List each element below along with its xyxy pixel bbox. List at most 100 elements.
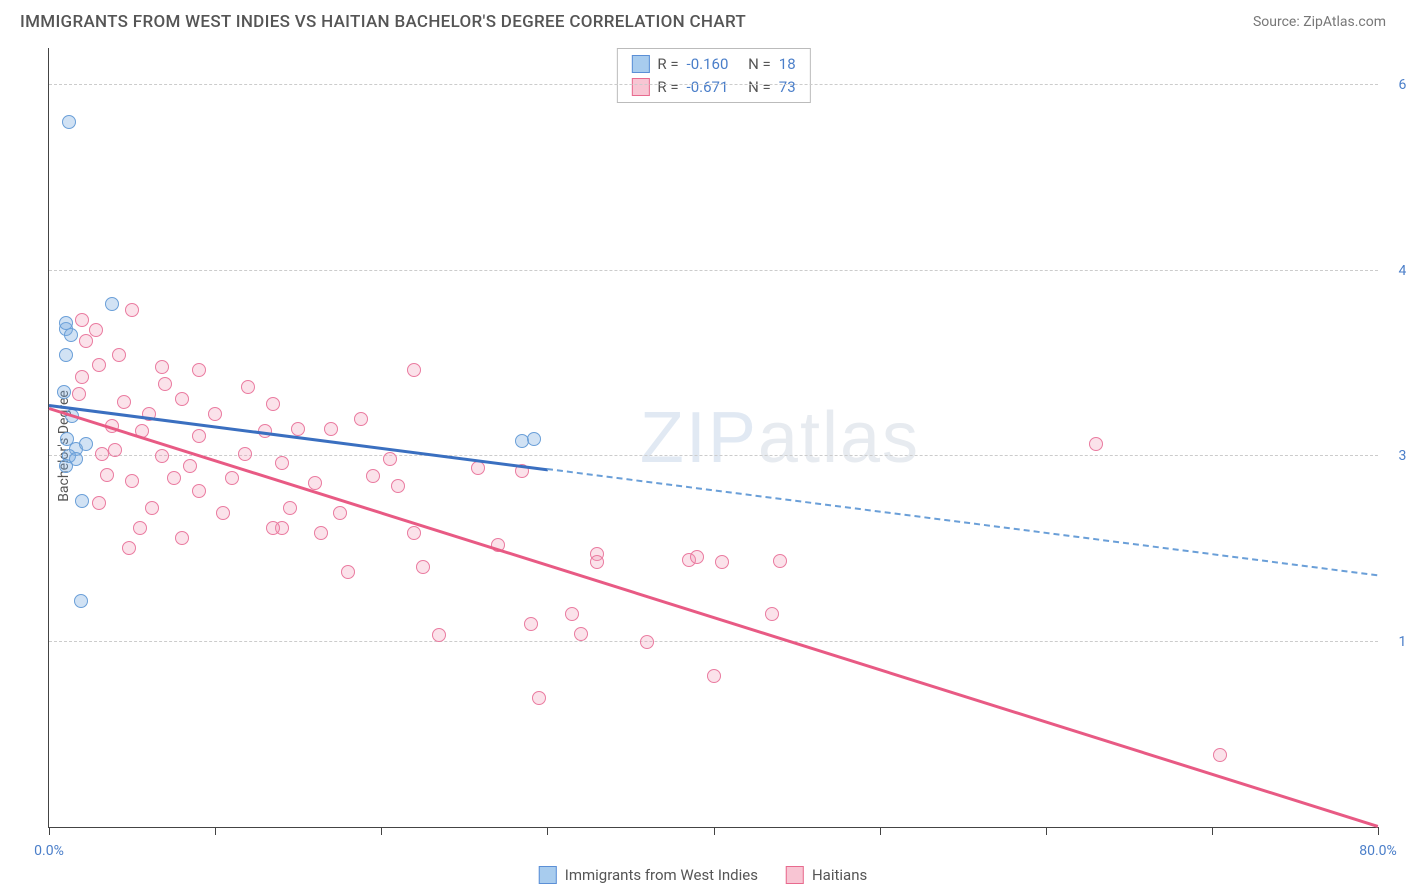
scatter-point: [59, 348, 73, 362]
scatter-point: [75, 370, 89, 384]
scatter-point: [216, 506, 230, 520]
scatter-point: [416, 560, 430, 574]
scatter-point: [112, 348, 126, 362]
scatter-point: [532, 691, 546, 705]
stats-row: R = -0.671 N = 73: [631, 76, 795, 99]
n-value: 73: [779, 76, 796, 99]
scatter-point: [60, 432, 74, 446]
scatter-point: [471, 461, 485, 475]
legend-label: Haitians: [812, 866, 867, 884]
chart-header: IMMIGRANTS FROM WEST INDIES VS HAITIAN B…: [0, 0, 1406, 40]
scatter-point: [75, 313, 89, 327]
scatter-point: [690, 550, 704, 564]
y-tick-label: 15.0%: [1382, 634, 1406, 650]
scatter-point: [407, 526, 421, 540]
scatter-point: [92, 496, 106, 510]
scatter-point: [391, 479, 405, 493]
scatter-point: [72, 387, 86, 401]
scatter-point: [333, 506, 347, 520]
scatter-point: [275, 456, 289, 470]
legend-item: Immigrants from West Indies: [539, 866, 758, 884]
x-axis-min-label: 0.0%: [34, 843, 64, 859]
scatter-point: [238, 447, 252, 461]
chart-source: Source: ZipAtlas.com: [1253, 14, 1386, 30]
scatter-point: [1213, 748, 1227, 762]
x-tick: [1378, 827, 1379, 835]
regression-line: [49, 404, 548, 471]
r-value: -0.160: [687, 53, 729, 76]
x-tick: [215, 827, 216, 835]
scatter-point: [773, 554, 787, 568]
scatter-point: [75, 494, 89, 508]
scatter-point: [155, 449, 169, 463]
scatter-point: [108, 443, 122, 457]
scatter-point: [125, 303, 139, 317]
chart-plot-area: ZIPatlas R = -0.160 N = 18 R = -0.671 N …: [48, 48, 1378, 828]
scatter-point: [524, 617, 538, 631]
scatter-point: [92, 358, 106, 372]
bottom-legend: Immigrants from West Indies Haitians: [539, 866, 867, 884]
scatter-point: [155, 360, 169, 374]
scatter-point: [167, 471, 181, 485]
scatter-point: [192, 484, 206, 498]
scatter-point: [59, 316, 73, 330]
scatter-point: [590, 555, 604, 569]
x-tick: [1212, 827, 1213, 835]
watermark: ZIPatlas: [640, 397, 920, 479]
swatch-pink: [786, 866, 804, 884]
scatter-point: [79, 437, 93, 451]
scatter-point: [117, 395, 131, 409]
scatter-point: [59, 459, 73, 473]
scatter-point: [89, 323, 103, 337]
scatter-point: [266, 521, 280, 535]
scatter-point: [283, 501, 297, 515]
scatter-point: [354, 412, 368, 426]
scatter-point: [765, 607, 779, 621]
regression-line: [547, 468, 1378, 576]
chart-title: IMMIGRANTS FROM WEST INDIES VS HAITIAN B…: [20, 12, 746, 32]
scatter-point: [407, 363, 421, 377]
scatter-point: [175, 531, 189, 545]
scatter-point: [62, 115, 76, 129]
scatter-point: [57, 385, 71, 399]
gridline: [49, 641, 1378, 642]
x-tick: [547, 827, 548, 835]
x-tick: [880, 827, 881, 835]
gridline: [49, 270, 1378, 271]
scatter-point: [565, 607, 579, 621]
x-axis-max-label: 80.0%: [1359, 843, 1397, 859]
scatter-point: [266, 397, 280, 411]
swatch-pink: [631, 78, 649, 96]
scatter-point: [383, 452, 397, 466]
scatter-point: [95, 447, 109, 461]
watermark-thin: atlas: [758, 398, 920, 478]
watermark-bold: ZIP: [640, 398, 758, 478]
scatter-point: [64, 328, 78, 342]
scatter-point: [208, 407, 222, 421]
x-tick: [381, 827, 382, 835]
scatter-point: [145, 501, 159, 515]
scatter-point: [432, 628, 446, 642]
y-tick-label: 45.0%: [1382, 263, 1406, 279]
swatch-blue: [539, 866, 557, 884]
scatter-point: [640, 635, 654, 649]
swatch-blue: [631, 55, 649, 73]
x-tick: [714, 827, 715, 835]
r-label: R =: [657, 53, 678, 76]
scatter-point: [291, 422, 305, 436]
y-tick-label: 60.0%: [1382, 77, 1406, 93]
n-label: N =: [748, 53, 771, 76]
correlation-stats-box: R = -0.160 N = 18 R = -0.671 N = 73: [616, 48, 810, 103]
scatter-point: [574, 627, 588, 641]
scatter-point: [527, 432, 541, 446]
scatter-point: [324, 422, 338, 436]
legend-label: Immigrants from West Indies: [565, 866, 758, 884]
scatter-point: [158, 377, 172, 391]
scatter-point: [183, 459, 197, 473]
stats-row: R = -0.160 N = 18: [631, 53, 795, 76]
scatter-point: [366, 469, 380, 483]
scatter-point: [192, 429, 206, 443]
scatter-point: [715, 555, 729, 569]
scatter-point: [79, 334, 93, 348]
legend-item: Haitians: [786, 866, 867, 884]
